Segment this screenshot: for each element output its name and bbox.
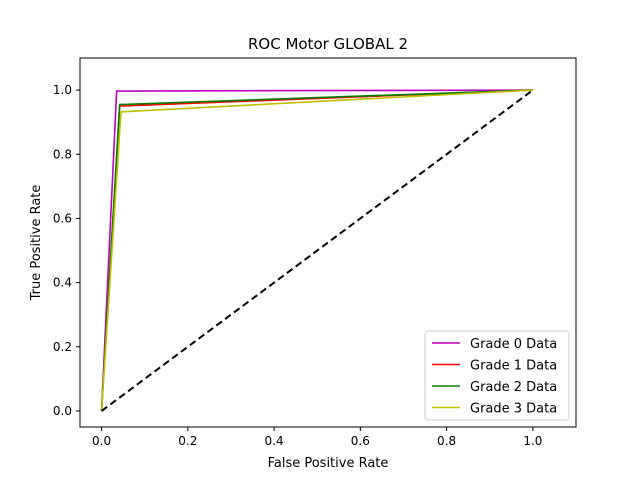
x-tick-label: 1.0 [523, 434, 542, 448]
x-tick-label: 0.4 [265, 434, 284, 448]
x-tick-label: 0.0 [92, 434, 111, 448]
reference-diagonal-line [100, 89, 534, 412]
y-tick-label: 1.0 [53, 83, 72, 97]
legend-label-grade-2: Grade 2 Data [470, 380, 557, 395]
plot-area [79, 57, 577, 428]
y-tick-label: 0.2 [53, 340, 72, 354]
series-line-grade-3 [100, 89, 533, 412]
plot-border [79, 57, 577, 428]
legend: Grade 0 Data Grade 1 Data Grade 2 Data Grad… [424, 330, 570, 421]
x-tick-label: 0.2 [178, 434, 197, 448]
x-axis: 0.0 0.2 0.4 0.6 0.8 1.0 [92, 427, 542, 448]
x-axis-label: False Positive Rate [268, 456, 389, 471]
y-axis: 0.0 0.2 0.4 0.6 0.8 1.0 [53, 83, 80, 418]
series-lines [100, 89, 534, 412]
chart-title: ROC Motor GLOBAL 2 [248, 35, 408, 53]
legend-box [424, 330, 570, 421]
y-tick-label: 0.4 [53, 276, 72, 290]
legend-label-grade-3: Grade 3 Data [470, 402, 557, 417]
legend-label-grade-1: Grade 1 Data [470, 359, 557, 374]
y-tick-label: 0.0 [53, 404, 72, 418]
y-tick-label: 0.6 [53, 211, 72, 225]
legend-label-grade-0: Grade 0 Data [470, 337, 557, 352]
series-line-grade-0 [100, 89, 533, 411]
x-tick-label: 0.8 [437, 434, 456, 448]
y-tick-label: 0.8 [53, 147, 72, 161]
x-tick-label: 0.6 [351, 434, 370, 448]
y-axis-label: True Positive Rate [29, 185, 44, 302]
